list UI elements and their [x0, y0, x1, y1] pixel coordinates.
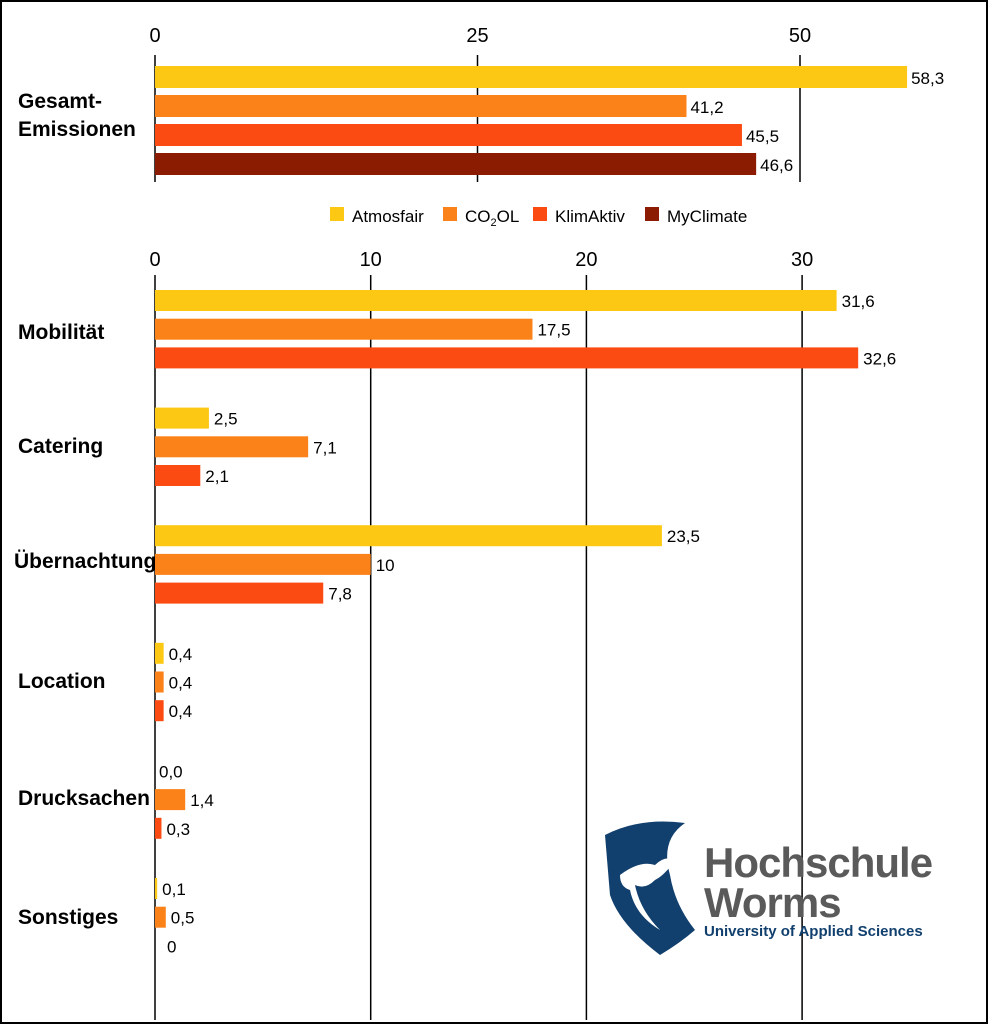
- legend-swatch-atmosfair: [330, 207, 344, 221]
- x-tick-label: 10: [360, 249, 382, 271]
- data-label: 0,5: [171, 909, 195, 928]
- logo-subtitle: University of Applied Sciences: [704, 923, 923, 940]
- data-label: 46,6: [760, 156, 793, 175]
- data-label: 7,1: [313, 438, 337, 457]
- x-tick-label: 0: [149, 249, 160, 271]
- hochschule-worms-logo: Hochschule Worms University of Applied Sc…: [600, 815, 950, 955]
- x-tick-label: 25: [466, 25, 488, 47]
- x-tick-label: 20: [575, 249, 597, 271]
- bar-atmosfair: [155, 878, 158, 899]
- category-label: Gesamt-: [18, 90, 102, 113]
- data-label: 0,4: [169, 645, 193, 664]
- total-emissions-chart: 0 25 50 Gesamt- Emissionen 58,3 41,2 45,5 46,6: [18, 25, 944, 182]
- x-tick-label: 50: [789, 25, 811, 47]
- data-label: 2,1: [205, 467, 229, 486]
- category-label: Mobilität: [18, 321, 104, 344]
- data-label: 45,5: [746, 127, 779, 146]
- data-label: 32,6: [863, 349, 896, 368]
- data-label: 0: [167, 937, 176, 956]
- bar-klimaktiv: [155, 817, 162, 839]
- category-label: Catering: [18, 435, 103, 458]
- legend: Atmosfair CO2OL KlimAktiv MyClimate: [330, 207, 747, 229]
- legend-swatch-klimaktiv: [533, 207, 547, 221]
- bar-klimaktiv: [155, 124, 742, 146]
- bar-atmosfair: [155, 66, 908, 88]
- legend-label-atmosfair: Atmosfair: [352, 207, 424, 226]
- category-label: Emissionen: [18, 118, 136, 141]
- data-label: 58,3: [911, 69, 944, 88]
- bar-klimaktiv: [155, 582, 324, 604]
- data-label: 2,5: [214, 410, 238, 429]
- legend-label-co2ol: CO2OL: [465, 207, 519, 229]
- bar-co2ol: [155, 789, 186, 811]
- bar-myclimate: [155, 153, 757, 175]
- data-label: 17,5: [537, 321, 570, 340]
- bar-co2ol: [155, 553, 371, 575]
- x-tick-label: 0: [149, 25, 160, 47]
- data-label: 23,5: [667, 527, 700, 546]
- category-label: Location: [18, 670, 106, 693]
- bar-klimaktiv: [155, 465, 201, 486]
- logo-text: Hochschule Worms: [704, 839, 933, 926]
- x-tick-label: 30: [791, 249, 813, 271]
- legend-label-klimaktiv: KlimAktiv: [555, 207, 625, 226]
- bar-co2ol: [155, 436, 309, 458]
- category-label: Sonstiges: [18, 906, 118, 929]
- data-label: 1,4: [190, 791, 214, 810]
- category-label: Übernachtung: [14, 550, 156, 573]
- dragon-shield-icon: [605, 821, 695, 955]
- bar-klimaktiv: [155, 700, 164, 722]
- data-label: 0,1: [162, 880, 186, 899]
- data-label: 0,4: [169, 702, 193, 721]
- data-label: 0,0: [159, 762, 183, 781]
- bar-atmosfair: [155, 642, 164, 664]
- bar-atmosfair: [155, 290, 837, 311]
- data-label: 31,6: [842, 292, 875, 311]
- bar-co2ol: [155, 671, 164, 693]
- category-label: Drucksachen: [18, 787, 150, 810]
- bar-co2ol: [155, 318, 533, 340]
- legend-label-myclimate: MyClimate: [667, 207, 747, 226]
- data-label: 7,8: [328, 585, 352, 604]
- data-label: 10: [376, 556, 395, 575]
- category-emissions-chart: 0 10 20 30 Mobilität 31,6 17,5 32,6 Catering 2,5 7…: [14, 249, 896, 1020]
- data-label: 0,3: [166, 820, 190, 839]
- bar-co2ol: [155, 906, 166, 928]
- legend-swatch-myclimate: [645, 207, 659, 221]
- data-label: 41,2: [690, 98, 723, 117]
- data-label: 0,4: [169, 674, 193, 693]
- bar-co2ol: [155, 95, 687, 117]
- legend-swatch-co2ol: [443, 207, 457, 221]
- bar-atmosfair: [155, 407, 209, 429]
- bar-atmosfair: [155, 525, 662, 547]
- bar-klimaktiv: [155, 347, 859, 369]
